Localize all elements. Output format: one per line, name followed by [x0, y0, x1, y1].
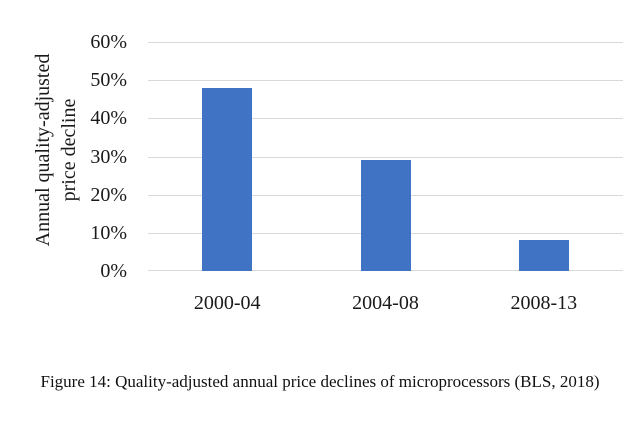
y-tick-label: 10%	[90, 221, 127, 244]
x-axis-label: 2004-08	[352, 292, 419, 314]
bar-chart: Annual quality-adjusted price decline 0%…	[0, 32, 623, 315]
y-tick-label: 50%	[90, 69, 127, 92]
y-tick-label: 0%	[100, 260, 127, 282]
gridline	[148, 118, 623, 120]
bar-2000-04	[202, 87, 253, 271]
gridline	[148, 156, 623, 158]
y-tick-label: 40%	[90, 107, 127, 130]
gridline	[148, 80, 623, 82]
y-tick-label: 30%	[90, 145, 127, 168]
bar-2004-08	[360, 160, 411, 271]
y-axis-ticks: 0% 10% 20% 30% 40% 50% 60%	[0, 32, 127, 281]
x-axis-label: 2008-13	[510, 292, 578, 314]
x-axis-label: 2000-04	[193, 292, 261, 314]
figure-caption: Figure 14: Quality-adjusted annual price…	[40, 372, 600, 391]
gridline	[148, 42, 623, 43]
x-axis-labels: 2000-04 2004-08 2008-13	[148, 291, 623, 315]
plot-area	[148, 42, 623, 271]
y-tick-label: 20%	[90, 183, 127, 206]
bar-2008-13	[518, 240, 569, 271]
y-tick-label: 60%	[90, 31, 127, 53]
